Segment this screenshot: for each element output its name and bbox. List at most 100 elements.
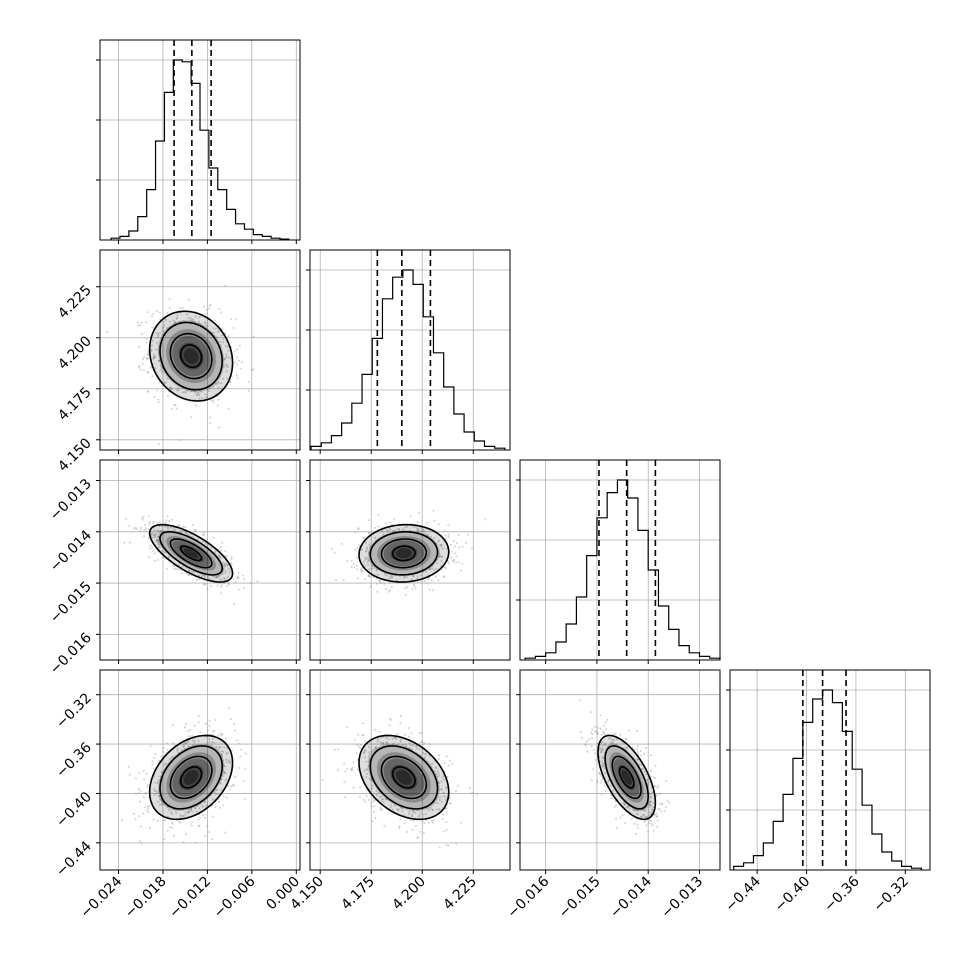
- sample-point: [206, 825, 209, 828]
- sample-point: [589, 711, 592, 714]
- density-layer: [321, 715, 479, 849]
- sample-point: [187, 298, 190, 301]
- sample-point: [380, 795, 383, 798]
- contour-line: [179, 766, 203, 789]
- sample-point: [196, 393, 199, 396]
- sample-point: [598, 746, 601, 749]
- sample-point: [140, 333, 143, 336]
- sample-point: [641, 808, 644, 811]
- sample-point: [199, 323, 202, 326]
- panel-frame: [309, 669, 511, 871]
- sample-point: [630, 817, 633, 820]
- sample-point: [215, 745, 218, 748]
- sample-point: [406, 830, 409, 833]
- sample-point: [206, 324, 209, 327]
- sample-point: [197, 825, 200, 828]
- sample-point: [457, 784, 460, 787]
- sample-point: [153, 787, 156, 790]
- sample-point: [369, 585, 372, 588]
- sample-point: [209, 584, 212, 587]
- sample-point: [375, 748, 378, 751]
- density-fill: [183, 548, 199, 559]
- sample-point: [185, 833, 188, 836]
- sample-point: [376, 739, 379, 742]
- sample-point: [172, 528, 175, 531]
- sample-point: [452, 540, 455, 543]
- sample-point: [230, 318, 233, 321]
- sample-point: [185, 742, 188, 745]
- sample-point: [151, 549, 154, 552]
- sample-point: [650, 775, 653, 778]
- sample-point: [651, 806, 654, 809]
- sample-point: [655, 812, 658, 815]
- sample-point: [365, 550, 368, 553]
- sample-point: [145, 341, 148, 344]
- sample-point: [168, 555, 171, 558]
- sample-point: [346, 559, 349, 562]
- sample-point: [222, 338, 225, 341]
- sample-point: [333, 551, 336, 554]
- sample-point: [368, 546, 371, 549]
- sample-point: [204, 816, 207, 819]
- sample-point: [153, 793, 156, 796]
- density-panel-3-1: 4.150 4.175 4.200 4.225: [287, 669, 511, 913]
- sample-point: [184, 391, 187, 394]
- sample-point: [365, 768, 368, 771]
- sample-point: [155, 791, 158, 794]
- sample-point: [175, 811, 178, 814]
- sample-point: [209, 578, 212, 581]
- sample-point: [139, 840, 142, 843]
- density-fill: [609, 752, 644, 803]
- sample-point: [179, 569, 182, 572]
- sample-point: [382, 533, 385, 536]
- sample-point: [334, 579, 337, 582]
- sample-point: [384, 522, 387, 525]
- sample-point: [431, 809, 434, 812]
- sample-point: [615, 738, 618, 741]
- sample-point: [416, 581, 419, 584]
- sample-point: [162, 326, 165, 329]
- sample-point: [370, 787, 373, 790]
- sample-point: [164, 381, 167, 384]
- sample-point: [147, 811, 150, 814]
- sample-point: [440, 543, 443, 546]
- sample-point: [602, 730, 605, 733]
- sample-point: [434, 766, 437, 769]
- sample-point: [382, 801, 385, 804]
- sample-point: [139, 368, 142, 371]
- sample-point: [136, 321, 139, 324]
- sample-point: [205, 324, 208, 327]
- sample-point: [226, 366, 229, 369]
- sample-point: [378, 730, 381, 733]
- sample-point: [173, 834, 176, 837]
- sample-point: [179, 821, 182, 824]
- sample-point: [172, 319, 175, 322]
- sample-point: [649, 754, 652, 757]
- sample-point: [397, 809, 400, 812]
- sample-point: [160, 530, 163, 533]
- sample-point: [418, 748, 421, 751]
- sample-point: [398, 808, 401, 811]
- sample-point: [169, 526, 172, 529]
- sample-point: [218, 556, 221, 559]
- sample-point: [363, 536, 366, 539]
- sample-point: [147, 352, 150, 355]
- sample-point: [174, 322, 177, 325]
- sample-point: [444, 537, 447, 540]
- sample-point: [227, 335, 230, 338]
- sample-point: [404, 744, 407, 747]
- sample-point: [204, 322, 207, 325]
- sample-point: [225, 356, 228, 359]
- sample-point: [600, 743, 603, 746]
- sample-point: [367, 755, 370, 758]
- sample-point: [386, 530, 389, 533]
- sample-point: [352, 563, 355, 566]
- sample-point: [202, 531, 205, 534]
- sample-point: [429, 807, 432, 810]
- sample-point: [351, 766, 354, 769]
- sample-point: [652, 776, 655, 779]
- sample-point: [431, 567, 434, 570]
- sample-point: [634, 809, 637, 812]
- sample-point: [390, 574, 393, 577]
- sample-point: [157, 359, 160, 362]
